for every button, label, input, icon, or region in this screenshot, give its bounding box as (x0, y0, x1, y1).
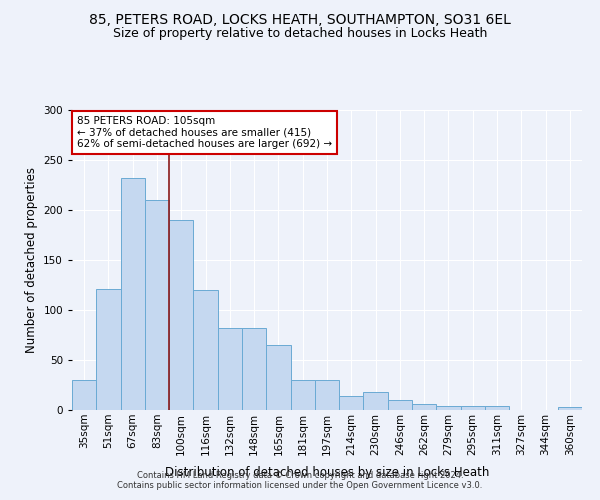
Bar (339, 396, 364, 410)
Bar (315, 380, 339, 410)
Bar (242, 328, 266, 410)
Text: 85, PETERS ROAD, LOCKS HEATH, SOUTHAMPTON, SO31 6EL: 85, PETERS ROAD, LOCKS HEATH, SOUTHAMPTO… (89, 12, 511, 26)
Bar (388, 400, 412, 410)
Bar (461, 406, 485, 410)
Bar (558, 407, 582, 410)
Bar (290, 380, 315, 410)
X-axis label: Distribution of detached houses by size in Locks Heath: Distribution of detached houses by size … (165, 466, 489, 479)
Bar (145, 200, 169, 410)
Text: 85 PETERS ROAD: 105sqm
← 37% of detached houses are smaller (415)
62% of semi-de: 85 PETERS ROAD: 105sqm ← 37% of detached… (77, 116, 332, 149)
Bar (485, 406, 509, 410)
Bar (121, 178, 145, 410)
Text: Size of property relative to detached houses in Locks Heath: Size of property relative to detached ho… (113, 28, 487, 40)
Y-axis label: Number of detached properties: Number of detached properties (25, 167, 38, 353)
Bar (96, 289, 121, 410)
Bar (169, 220, 193, 410)
Bar (364, 392, 388, 410)
Bar (72, 380, 96, 410)
Bar (266, 345, 290, 410)
Bar (193, 290, 218, 410)
Text: Contains HM Land Registry data © Crown copyright and database right 2024.
Contai: Contains HM Land Registry data © Crown c… (118, 470, 482, 490)
Bar (412, 404, 436, 410)
Bar (436, 406, 461, 410)
Bar (218, 328, 242, 410)
